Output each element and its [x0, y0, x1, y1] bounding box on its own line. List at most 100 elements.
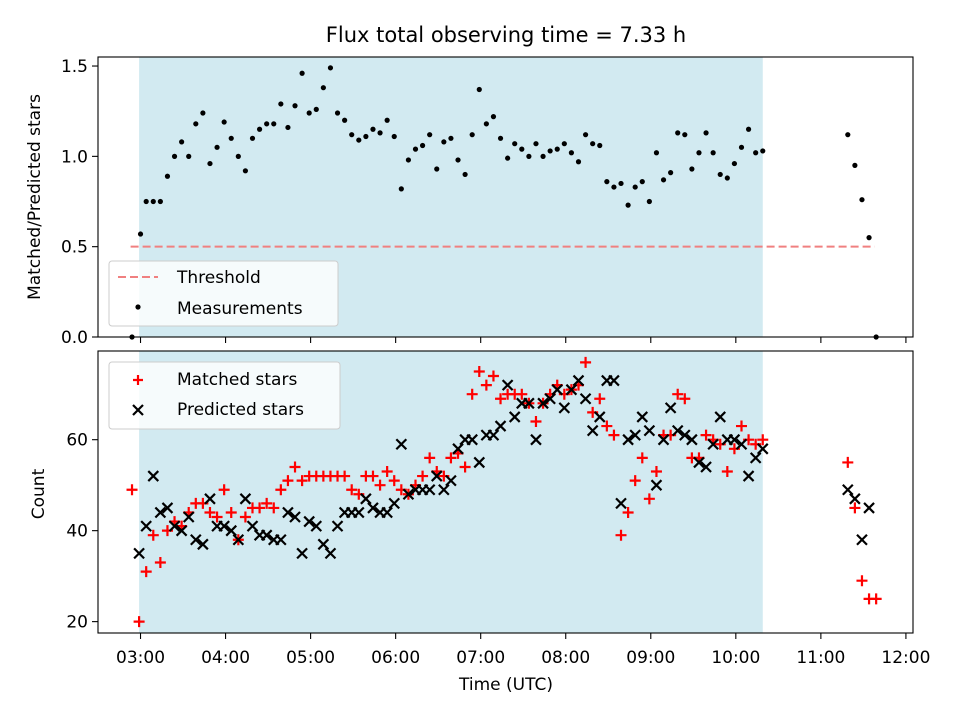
matched-star-point [211, 511, 223, 523]
matched-star-point [487, 370, 499, 382]
measurement-point [526, 153, 532, 159]
measurement-point [632, 184, 638, 190]
predicted-star-point [353, 506, 365, 519]
measurement-point [143, 198, 149, 205]
predicted-star-point [622, 433, 634, 446]
matched-star-point [282, 475, 294, 487]
x-tick-label: 11:00 [796, 648, 845, 668]
ratio-plot-area [129, 65, 879, 340]
predicted-star-point [537, 397, 549, 410]
legend-matched-marker [133, 375, 143, 385]
predicted-star-point [544, 392, 556, 405]
x-tick-label: 06:00 [371, 648, 420, 668]
measurement-point [745, 126, 752, 132]
matched-star-point [296, 475, 308, 487]
predicted-star-point [154, 506, 167, 519]
predicted-star-point [360, 493, 372, 505]
predicted-star-point [466, 433, 478, 446]
x-tick-label: 12:00 [881, 648, 930, 668]
measurement-point [249, 135, 256, 141]
matched-star-point [672, 388, 684, 400]
measurement-point [533, 141, 539, 147]
predicted-star-point [842, 483, 854, 496]
legend-measurement-swatch [135, 304, 141, 310]
measurement-point [852, 162, 858, 168]
predicted-star-point [168, 520, 181, 532]
measurement-point [271, 121, 277, 127]
measurement-point [483, 121, 489, 127]
measurement-point [137, 231, 144, 237]
matched-star-point [339, 470, 351, 482]
matched-star-point [735, 420, 747, 432]
measurement-point [519, 146, 525, 152]
measurement-point [278, 101, 284, 107]
ratio-panel: 0.0 0.5 1.0 1.5 Matched/Predicted stars Thr… [25, 56, 914, 348]
predicted-star-point [728, 433, 741, 446]
count-y-axis-label: Count [29, 468, 49, 519]
measurement-point [568, 150, 575, 156]
matched-star-point [204, 506, 216, 518]
ratio-y-tick-label: 1.5 [61, 57, 88, 77]
ratio-axes-frame [97, 56, 914, 338]
predicted-star-point [190, 533, 202, 546]
ratio-legend: Threshold Measurements [108, 260, 339, 327]
predicted-star-point [508, 411, 521, 423]
matched-star-point [239, 511, 251, 523]
measurement-point [703, 130, 709, 136]
predicted-star-point [530, 433, 542, 446]
matched-star-point [643, 493, 655, 505]
ratio-y-axis-label: Matched/Predicted stars [25, 94, 45, 300]
ratio-y-tick-label: 0.5 [61, 238, 88, 258]
matched-star-point [721, 466, 733, 478]
measurement-point [427, 132, 433, 138]
measurement-point [682, 132, 688, 138]
predicted-star-point [608, 374, 620, 387]
ratio-y-tick-label: 0.0 [61, 328, 88, 348]
predicted-star-point [735, 438, 748, 451]
measurement-point [200, 110, 206, 116]
predicted-star-point [310, 520, 323, 532]
measurement-point [207, 160, 213, 167]
predicted-star-point [494, 420, 507, 432]
measurement-point [604, 179, 610, 185]
predicted-star-point [239, 493, 252, 505]
matched-star-point [424, 452, 436, 464]
legend-predicted-label: Predicted stars [177, 400, 304, 420]
predicted-star-point [849, 493, 861, 505]
predicted-star-point [636, 411, 649, 423]
legend-threshold-label: Threshold [176, 268, 261, 288]
count-legend: Matched stars Predicted stars [108, 361, 341, 430]
count-y-tick-label: 20 [66, 613, 88, 633]
matched-star-point [480, 379, 492, 391]
measurement-point [582, 132, 589, 138]
measurement-point [547, 148, 553, 154]
measurement-point [235, 153, 241, 159]
measurement-point [462, 171, 468, 178]
measurement-point [476, 86, 482, 93]
predicted-star-point [487, 429, 500, 441]
measurement-point [342, 117, 348, 123]
matched-star-point [140, 566, 152, 578]
legend-predicted-marker [132, 404, 144, 416]
predicted-star-point [175, 524, 188, 537]
measurement-point [469, 132, 475, 138]
measurement-point [639, 179, 645, 185]
matched-star-point [629, 475, 641, 487]
matched-star-point [374, 479, 386, 491]
predicted-star-point [579, 392, 592, 405]
matched-star-point [856, 575, 868, 587]
matched-star-point [381, 466, 393, 478]
ratio-y-tick-label: 1.0 [61, 147, 88, 167]
measurement-point [512, 141, 518, 147]
predicted-star-point [452, 443, 464, 455]
predicted-star-point [225, 524, 238, 537]
matched-star-point [367, 470, 379, 482]
predicted-star-point [749, 452, 762, 464]
legend-predicted-swatch [132, 404, 144, 416]
predicted-star-point [218, 520, 230, 532]
measurement-point [150, 198, 156, 205]
measurement-point [313, 106, 319, 112]
matched-star-point [650, 466, 662, 478]
matched-star-point [516, 388, 528, 400]
